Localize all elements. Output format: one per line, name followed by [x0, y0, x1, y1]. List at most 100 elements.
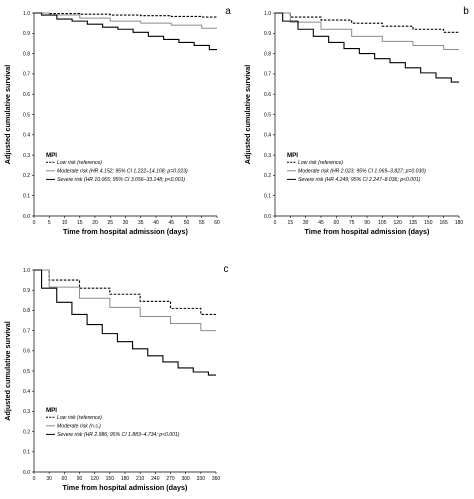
panel-a-x-tick-label: 15	[77, 220, 83, 226]
panel-b-y-tick-label: 0.0	[264, 214, 271, 220]
panel-a-x-tick-label: 0	[33, 220, 36, 226]
panel-a-y-tick-label: 0.7	[23, 72, 30, 78]
panel-b-y-tick-label: 1.0	[264, 11, 271, 17]
panel-a-y-axis-label: Adjusted cumulative survival	[3, 65, 12, 164]
panel-c-y-tick-label: 0.6	[23, 349, 30, 355]
panel-c-letter: c	[224, 264, 229, 275]
panel-b-y-axis-label: Adjusted cumulative survival	[243, 65, 252, 164]
panel-c-y-tick-label: 0.9	[23, 288, 30, 294]
panel-b-x-tick-label: 150	[424, 220, 433, 226]
panel-a-x-tick-label: 55	[199, 220, 205, 226]
panel-a-x-tick-label: 40	[153, 220, 159, 226]
panel-b-y-tick-label: 0.4	[264, 133, 271, 139]
panel-c-legend-entry: Severe risk (HR 2.986; 95% CI 1.883–4.73…	[57, 432, 180, 438]
panel-b-y-tick-label: 0.6	[264, 92, 271, 98]
panel-c-x-tick-label: 30	[46, 476, 52, 482]
panel-c-y-tick-label: 0.7	[23, 328, 30, 334]
panel-b-series-line-low-risk	[275, 12, 459, 33]
panel-c-x-tick-label: 360	[212, 476, 221, 482]
panel-b-x-tick-label: 60	[334, 220, 340, 226]
panel-c-legend-title: MPI	[46, 407, 57, 414]
panel-c-x-tick-label: 300	[181, 476, 190, 482]
panel-b-x-tick-label: 0	[274, 220, 277, 226]
panel-b-legend-entry: Low risk (reference)	[298, 160, 343, 166]
panel-b-y-tick-label: 0.2	[264, 173, 271, 179]
panel-b-x-axis-label: Time from hospital admission (days)	[305, 227, 430, 236]
panel-a-x-tick-label: 5	[48, 220, 51, 226]
panel-c-series-line-severe-risk	[34, 269, 216, 376]
panel-b-x-tick-label: 165	[439, 220, 448, 226]
panel-b-legend-title: MPI	[287, 152, 298, 159]
panel-b-x-tick-label: 180	[455, 220, 464, 226]
panel-a-y-tick-label: 0.3	[23, 153, 30, 159]
panel-a-x-tick-label: 35	[138, 220, 144, 226]
panel-c-x-tick-label: 120	[90, 476, 99, 482]
panel-b-letter: b	[463, 6, 469, 17]
panel-c-x-tick-label: 0	[33, 476, 36, 482]
panel-a-y-tick-label: 0.1	[23, 194, 30, 200]
panel-c-y-tick-label: 0.3	[23, 409, 30, 415]
panel-a-y-tick-label: 0.9	[23, 31, 30, 37]
panel-c-series-line-moderate-risk	[34, 269, 216, 332]
panel-b-x-tick-label: 30	[303, 220, 309, 226]
panel-c-x-axis-label: Time from hospital admission (days)	[63, 483, 188, 492]
panel-c-x-tick-label: 180	[121, 476, 130, 482]
panel-a-legend-entry: Severe risk (HR 10.065; 95% CI 3.056–33.…	[57, 177, 185, 183]
panel-c-x-tick-label: 240	[151, 476, 160, 482]
panel-c-x-tick-label: 330	[197, 476, 206, 482]
panel-b-legend-entry: Severe risk (HR 4.249; 95% CI 2.247–8.03…	[298, 177, 421, 183]
panel-b-series-line-severe-risk	[275, 12, 459, 83]
panel-c-x-tick-label: 60	[62, 476, 68, 482]
panel-a-series-line-low-risk	[34, 12, 217, 18]
panel-a-y-tick-label: 0.4	[23, 133, 30, 139]
panel-b-x-tick-label: 15	[288, 220, 294, 226]
panel-a-y-tick-label: 0.5	[23, 112, 30, 118]
panel-a-x-tick-label: 10	[62, 220, 68, 226]
panel-a-x-tick-label: 30	[123, 220, 129, 226]
panel-c-x-tick-label: 210	[136, 476, 145, 482]
panel-c-y-tick-label: 0.1	[23, 450, 30, 456]
panel-b-x-tick-label: 90	[364, 220, 370, 226]
panel-a-y-tick-label: 0.8	[23, 51, 30, 57]
panel-b-x-tick-label: 45	[318, 220, 324, 226]
panel-c-y-tick-label: 0.5	[23, 369, 30, 375]
panel-c-x-tick-label: 90	[77, 476, 83, 482]
panel-a-y-tick-label: 0.0	[23, 214, 30, 220]
panel-b-x-tick-label: 75	[349, 220, 355, 226]
panel-a-x-tick-label: 20	[92, 220, 98, 226]
panel-a-series-line-moderate-risk	[34, 12, 217, 29]
panel-c-y-tick-label: 0.2	[23, 429, 30, 435]
panel-a-legend-entry: Moderate risk (HR 4.152; 95% CI 1.222–14…	[57, 169, 188, 175]
panel-c-series-line-low-risk	[34, 269, 216, 315]
panel-b-y-tick-label: 0.5	[264, 112, 271, 118]
panel-c-y-tick-label: 1.0	[23, 268, 30, 274]
panel-b-y-tick-label: 0.7	[264, 72, 271, 78]
panel-b-y-tick-label: 0.3	[264, 153, 271, 159]
panel-a-x-tick-label: 50	[184, 220, 190, 226]
panel-c-y-axis-label: Adjusted cumulative survival	[3, 321, 12, 420]
panel-a-y-tick-label: 1.0	[23, 11, 30, 17]
panel-a-x-tick-label: 45	[168, 220, 174, 226]
panel-a-y-tick-label: 0.6	[23, 92, 30, 98]
panel-a-series-line-severe-risk	[34, 12, 217, 51]
panel-b-x-tick-label: 120	[393, 220, 402, 226]
panel-a-legend-entry: Low risk (reference)	[57, 160, 102, 166]
panel-a-x-axis-label: Time from hospital admission (days)	[63, 227, 188, 236]
panel-a-letter: a	[225, 6, 231, 17]
panel-b-y-tick-label: 0.1	[264, 194, 271, 200]
panel-c-y-tick-label: 0.8	[23, 308, 30, 314]
panel-c-legend-entry: Moderate risk (n.s.)	[57, 424, 101, 430]
panel-c-y-tick-label: 0.0	[23, 470, 30, 476]
panel-b-y-tick-label: 0.9	[264, 31, 271, 37]
panel-b-legend-entry: Moderate risk (HR 2.023; 95% CI 1.069–3.…	[298, 169, 426, 175]
panel-a-x-tick-label: 25	[107, 220, 113, 226]
panel-a-legend-title: MPI	[46, 152, 57, 159]
panel-c-legend-entry: Low risk (reference)	[57, 415, 102, 421]
panel-a-y-tick-label: 0.2	[23, 173, 30, 179]
panel-b-x-tick-label: 105	[378, 220, 387, 226]
panel-a-x-tick-label: 60	[214, 220, 220, 226]
panel-b-y-tick-label: 0.8	[264, 51, 271, 57]
panel-c-x-tick-label: 270	[166, 476, 175, 482]
